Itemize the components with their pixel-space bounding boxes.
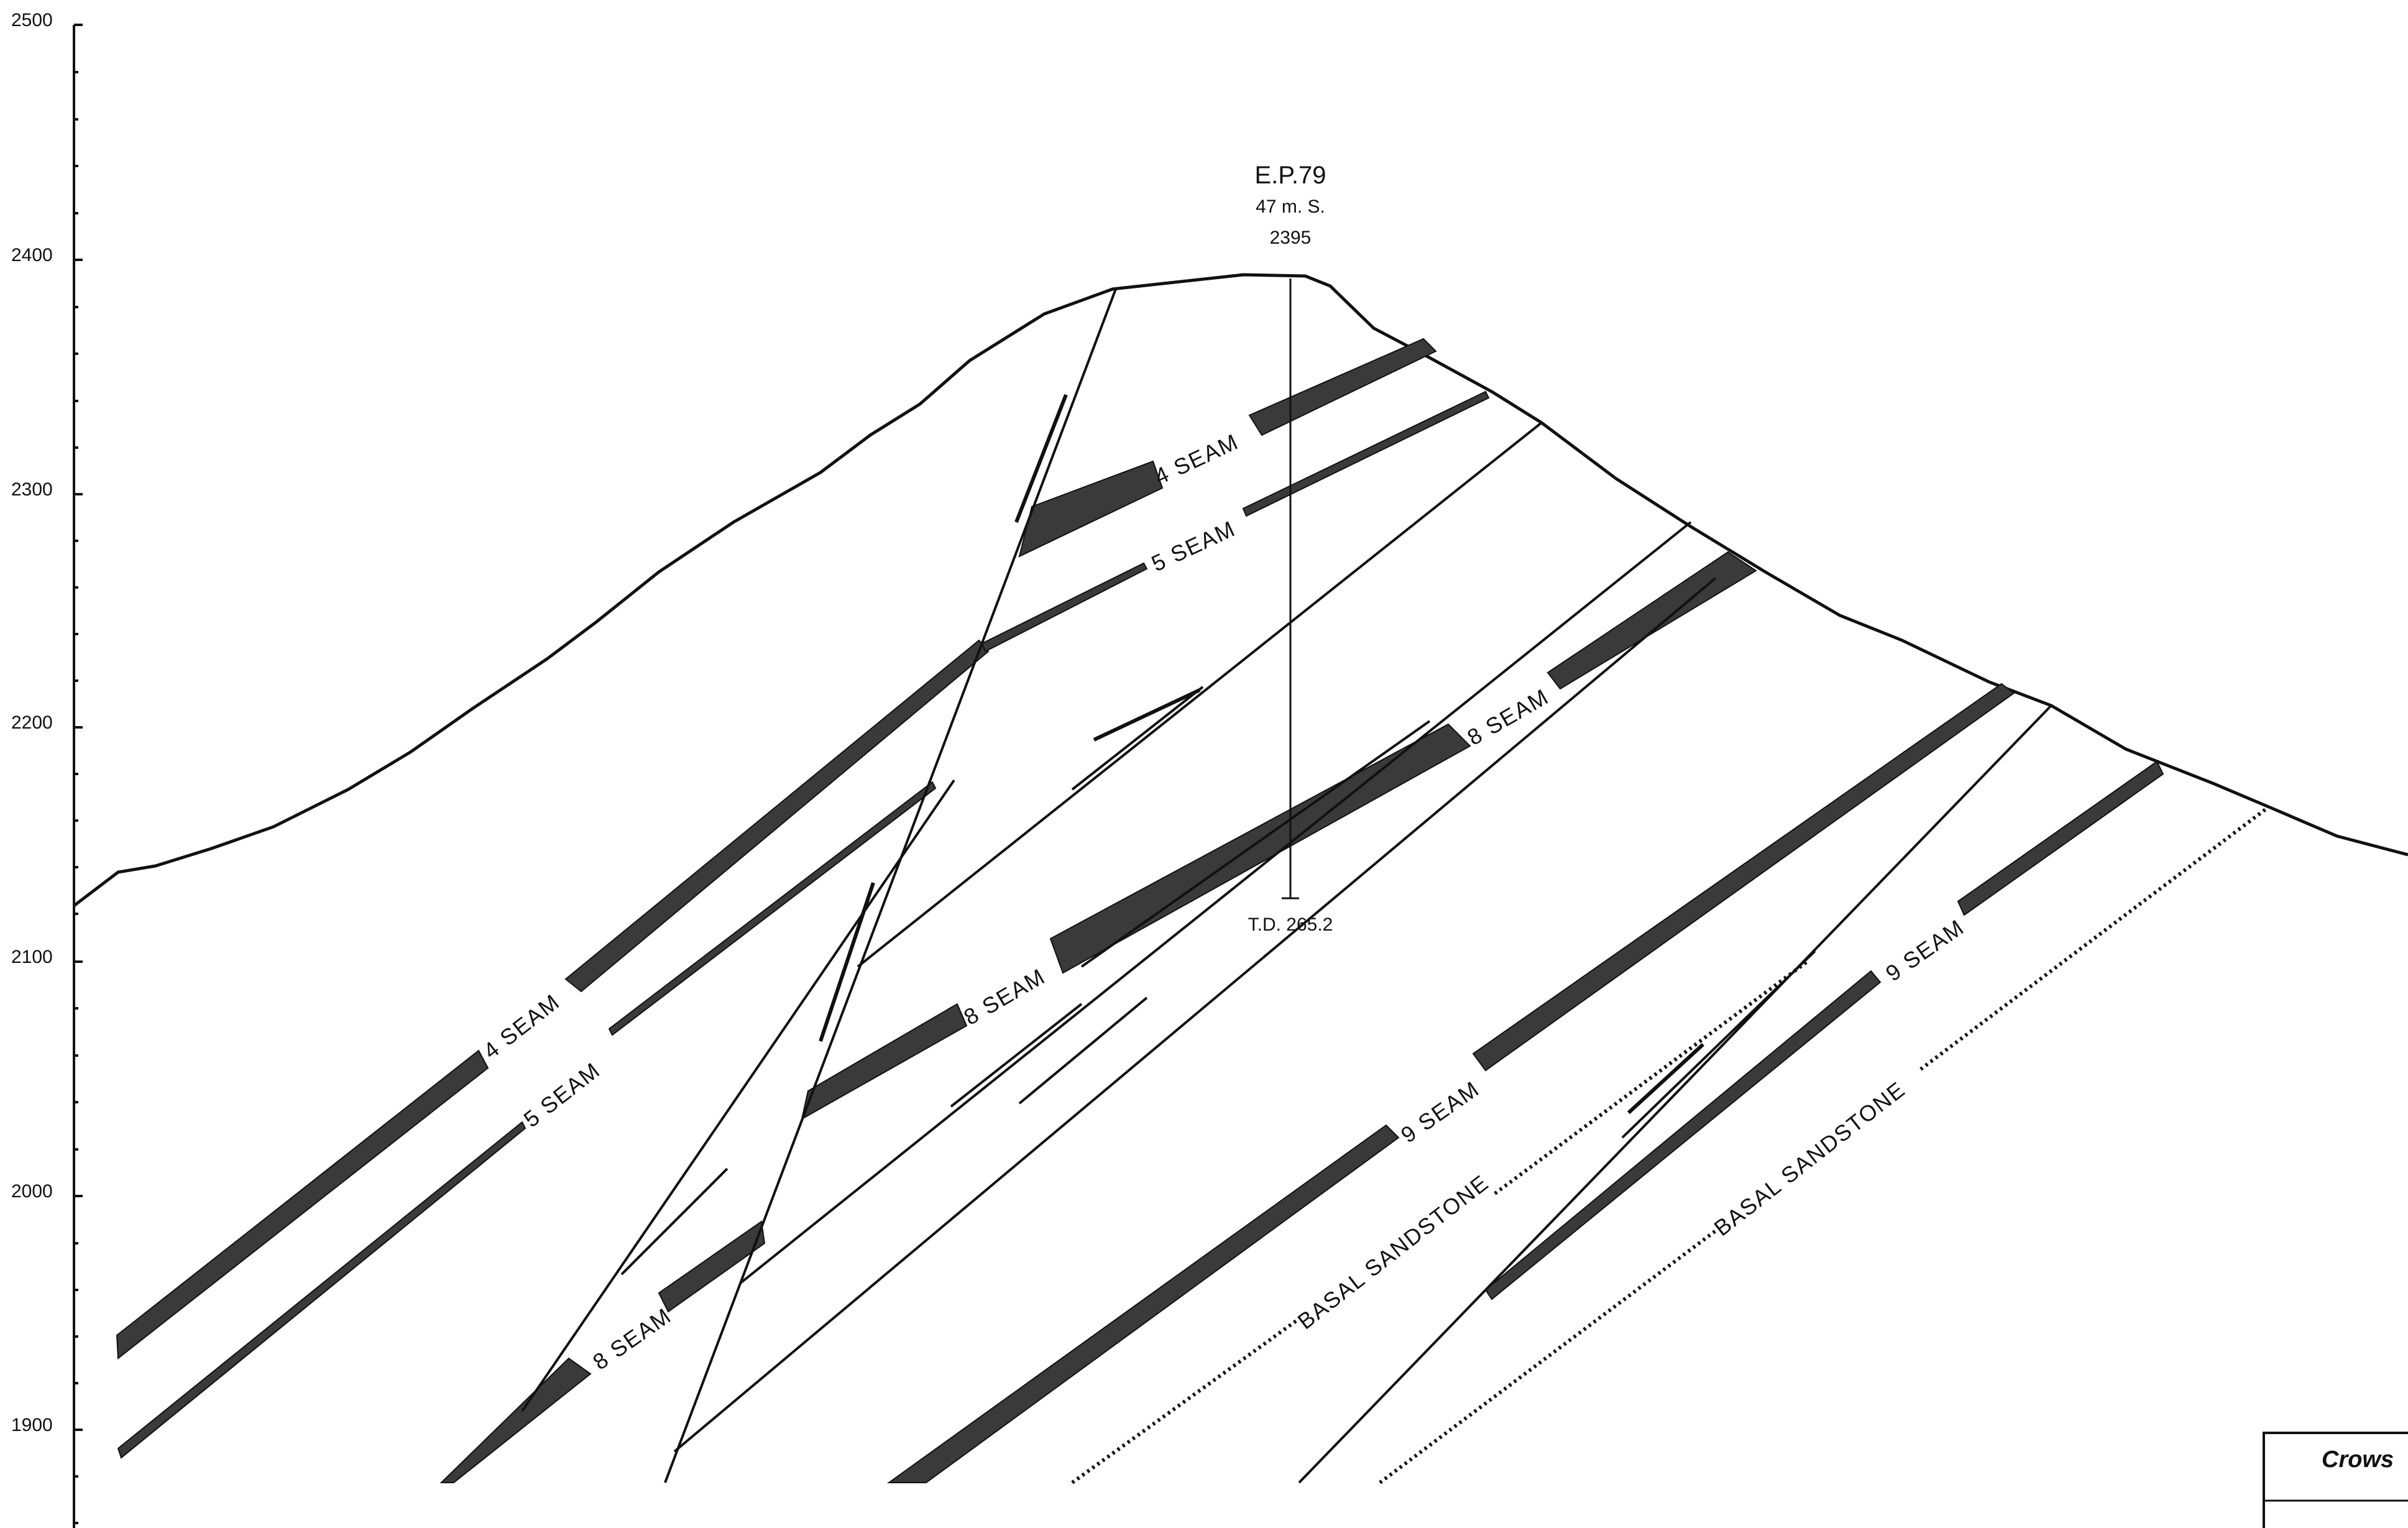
- elevation-label-2400: 2400: [11, 245, 53, 265]
- legend-title: Crows: [2322, 1447, 2394, 1473]
- seam-4-lower-a: [564, 639, 990, 993]
- seam-5-mid: [981, 562, 1148, 653]
- seam-4-upper-a: [1248, 338, 1437, 436]
- seam-5-lower: [117, 1121, 526, 1459]
- seam-label-5-upper: 5 SEAM: [1147, 515, 1239, 576]
- seam-8-mid: [801, 1003, 968, 1120]
- basal-sandstone-lines: [1071, 805, 2270, 1484]
- seam-5-lower-b: [608, 781, 937, 1036]
- elevation-labels: 2500 2400 2300 2200 2100 2000 1900: [11, 10, 53, 1435]
- seam-9-upper: [1472, 683, 2015, 1072]
- elevation-axis: [73, 24, 83, 1528]
- seam-label-basal-sandstone-b: BASAL SANDSTONE: [1709, 1076, 1910, 1241]
- seam-label-basal-sandstone-a: BASAL SANDSTONE: [1293, 1169, 1494, 1334]
- seam-4-upper-b: [1018, 460, 1164, 558]
- well-elevation: 2395: [1270, 228, 1312, 248]
- well-offset: 47 m. S.: [1256, 196, 1325, 217]
- elevation-label-2100: 2100: [11, 947, 53, 967]
- elevation-label-1900: 1900: [11, 1415, 53, 1435]
- seam-5-upper: [1242, 390, 1490, 517]
- seam-label-9-right: 9 SEAM: [1881, 914, 1969, 986]
- seam-8-upper-a: [1546, 551, 1757, 690]
- seam-9-lower: [886, 1124, 1400, 1483]
- well-name: E.P.79: [1255, 162, 1326, 189]
- seam-label-4-lower: 4 SEAM: [479, 988, 565, 1064]
- offset-marks: [819, 394, 1705, 1115]
- well-ep79: [1282, 278, 1299, 900]
- ground-surface: [73, 273, 2408, 907]
- elevation-label-2500: 2500: [11, 10, 53, 30]
- seam-label-8-lower: 8 SEAM: [588, 1302, 676, 1374]
- coal-seams: [116, 338, 2164, 1483]
- seam-8-lower-b: [439, 1357, 592, 1483]
- elevation-label-2300: 2300: [11, 479, 53, 500]
- seam-9-right-b: [1484, 970, 1882, 1300]
- seam-9-right-a: [1957, 760, 2164, 916]
- well-total-depth: T.D. 265.2: [1248, 914, 1333, 935]
- seam-label-4-upper: 4 SEAM: [1151, 428, 1243, 489]
- elevation-label-2200: 2200: [11, 712, 53, 733]
- seam-8-lower-a: [658, 1220, 766, 1313]
- seam-8-upper-b: [1049, 723, 1471, 974]
- legend-box: Crows: [2263, 1432, 2408, 1528]
- seam-label-5-lower: 5 SEAM: [519, 1057, 605, 1132]
- seam-label-9-lower: 9 SEAM: [1396, 1075, 1484, 1148]
- seam-label-8-mid: 8 SEAM: [960, 963, 1050, 1030]
- fault-lines: [521, 288, 2052, 1484]
- seam-4-lower-b: [116, 1049, 489, 1360]
- elevation-label-2000: 2000: [11, 1181, 53, 1202]
